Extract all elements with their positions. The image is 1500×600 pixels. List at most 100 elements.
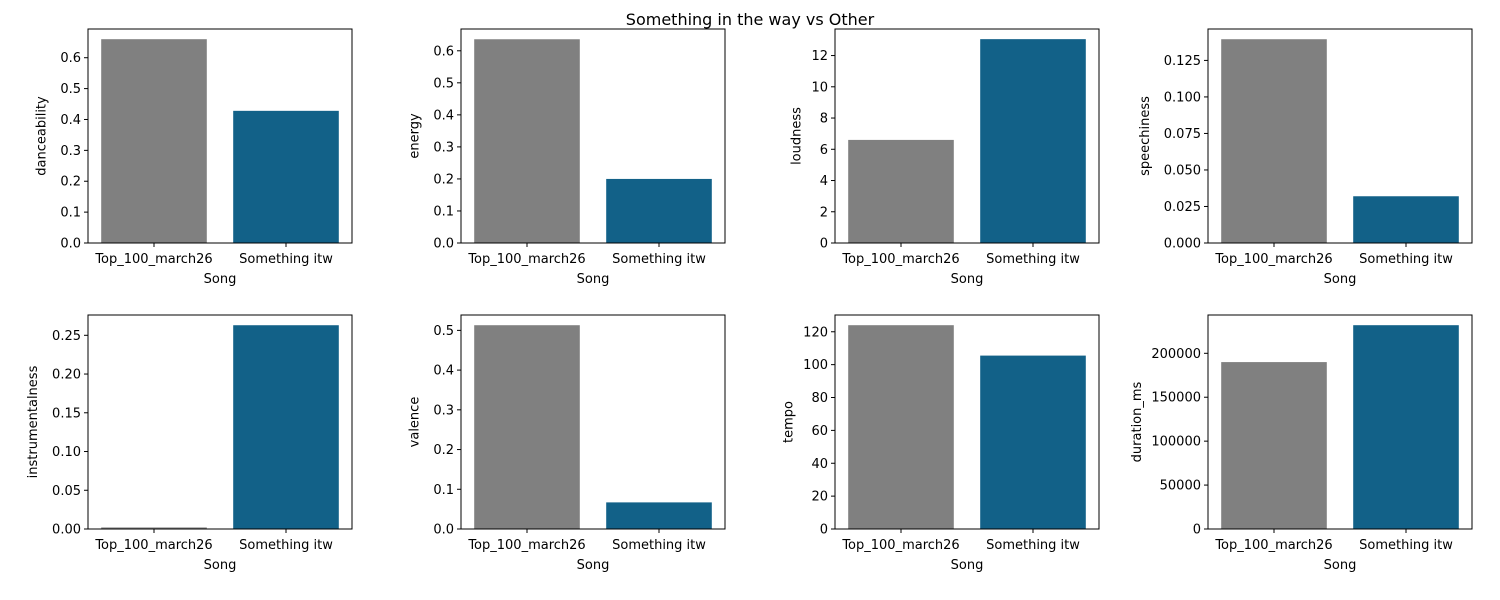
y-tick-label: 0.10 (52, 445, 81, 460)
y-tick-label: 0.025 (1164, 200, 1201, 215)
y-tick-label: 0.05 (52, 484, 81, 499)
bar-target (233, 110, 339, 243)
y-tick-label: 0.6 (433, 44, 454, 59)
x-tick-label: Something itw (239, 538, 333, 553)
axes-frame (1207, 28, 1473, 244)
x-tick-label: Top_100_march26 (1214, 538, 1332, 553)
y-tick-label: 100000 (1151, 435, 1201, 450)
axes-frame (460, 314, 726, 530)
y-tick-label: 60 (811, 424, 828, 439)
y-tick-label: 100 (803, 358, 828, 373)
x-axis-label: Song (1324, 558, 1357, 573)
bar-other (848, 325, 954, 529)
x-axis-label: Song (951, 558, 984, 573)
bar-target (233, 325, 339, 529)
bar-target (606, 178, 712, 243)
x-tick-label: Something itw (239, 252, 333, 267)
x-tick-label: Top_100_march26 (94, 252, 212, 267)
y-tick-label: 0 (820, 523, 828, 538)
bar-target (1353, 325, 1459, 529)
axes-frame (834, 28, 1100, 244)
y-tick-label: 20 (811, 490, 828, 505)
y-tick-label: 0 (1193, 523, 1201, 538)
y-tick-label: 0.0 (433, 523, 454, 538)
y-axis-label: energy (407, 113, 422, 159)
y-tick-label: 0 (820, 237, 828, 252)
bar-other (474, 39, 580, 243)
y-tick-label: 0.0 (60, 237, 81, 252)
y-tick-label: 0.4 (433, 364, 454, 379)
y-tick-label: 4 (820, 174, 828, 189)
y-tick-label: 2 (820, 205, 828, 220)
bar-other (474, 325, 580, 529)
y-tick-label: 0.050 (1164, 163, 1201, 178)
bar-other (1221, 39, 1327, 244)
y-tick-label: 8 (820, 112, 828, 127)
y-tick-label: 10 (811, 80, 828, 95)
figure-title: Something in the way vs Other (625, 10, 875, 29)
x-axis-label: Song (204, 558, 237, 573)
y-axis-label: valence (407, 397, 422, 448)
y-tick-label: 0.2 (433, 172, 454, 187)
bar-other (101, 39, 207, 243)
y-tick-label: 0.3 (433, 403, 454, 418)
y-axis-label: tempo (781, 401, 796, 443)
y-tick-label: 0.125 (1164, 54, 1201, 69)
y-axis-label: loudness (790, 107, 805, 165)
y-tick-label: 0.3 (60, 144, 81, 159)
y-tick-label: 0.25 (52, 329, 81, 344)
y-tick-label: 0.000 (1164, 237, 1201, 252)
y-axis-label: instrumentalness (26, 365, 41, 478)
bar-other (101, 527, 207, 529)
x-tick-label: Something itw (986, 252, 1080, 267)
x-tick-label: Top_100_march26 (1214, 252, 1332, 267)
y-tick-label: 0.2 (433, 443, 454, 458)
y-tick-label: 0.4 (60, 113, 81, 128)
x-tick-label: Something itw (612, 538, 706, 553)
axes-frame (834, 314, 1100, 530)
x-axis-label: Song (577, 558, 610, 573)
x-axis-label: Song (204, 272, 237, 287)
y-tick-label: 50000 (1160, 479, 1201, 494)
axes-frame (87, 28, 353, 244)
y-tick-label: 120 (803, 325, 828, 340)
x-tick-label: Top_100_march26 (467, 538, 585, 553)
y-tick-label: 0.1 (60, 206, 81, 221)
y-tick-label: 40 (811, 457, 828, 472)
bar-target (606, 502, 712, 529)
bar-other (848, 139, 954, 243)
x-tick-label: Something itw (612, 252, 706, 267)
y-tick-label: 0.0 (433, 237, 454, 252)
y-tick-label: 0.5 (433, 76, 454, 91)
x-axis-label: Song (577, 272, 610, 287)
y-tick-label: 12 (811, 49, 828, 64)
y-tick-label: 0.6 (60, 51, 81, 66)
x-tick-label: Something itw (986, 538, 1080, 553)
x-tick-label: Top_100_march26 (94, 538, 212, 553)
y-tick-label: 0.100 (1164, 90, 1201, 105)
axes-frame (87, 314, 353, 530)
y-tick-label: 0.4 (433, 108, 454, 123)
x-axis-label: Song (1324, 272, 1357, 287)
y-tick-label: 150000 (1151, 391, 1201, 406)
y-tick-label: 0.2 (60, 175, 81, 190)
x-tick-label: Something itw (1359, 252, 1453, 267)
y-tick-label: 80 (811, 391, 828, 406)
bar-target (1353, 196, 1459, 243)
y-tick-label: 0.15 (52, 406, 81, 421)
bar-other (1221, 362, 1327, 529)
bar-target (980, 355, 1086, 529)
bar-target (980, 39, 1086, 243)
y-tick-label: 0.5 (60, 82, 81, 97)
y-tick-label: 0.5 (433, 324, 454, 339)
y-tick-label: 0.3 (433, 140, 454, 155)
y-tick-label: 6 (820, 143, 828, 158)
y-tick-label: 0.20 (52, 368, 81, 383)
x-tick-label: Top_100_march26 (467, 252, 585, 267)
axes-frame (1207, 314, 1473, 530)
y-tick-label: 0.00 (52, 523, 81, 538)
y-tick-label: 0.1 (433, 204, 454, 219)
y-axis-label: danceability (34, 96, 49, 176)
y-tick-label: 200000 (1151, 347, 1201, 362)
